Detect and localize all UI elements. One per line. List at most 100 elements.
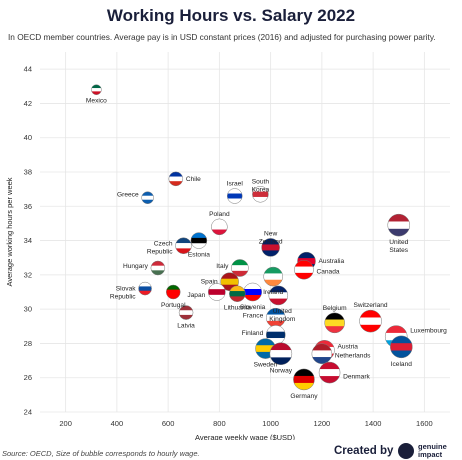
bubble-latvia <box>179 305 194 320</box>
label-poland: Poland <box>209 211 230 218</box>
x-tick-label: 1400 <box>365 419 382 428</box>
bubble-france <box>266 308 286 328</box>
bubble-sweden <box>255 338 276 359</box>
bubble-outline-mexico <box>91 84 102 95</box>
bubble-outline-estonia <box>190 232 208 249</box>
y-axis-label: Average working hours per week <box>5 177 14 286</box>
bubble-italy <box>231 259 249 277</box>
source-note: Source: OECD, Size of bubble corresponds… <box>2 449 200 458</box>
bubble-germany <box>293 368 315 390</box>
label-sweden: Sweden <box>254 362 278 369</box>
y-tick-label: 40 <box>24 133 32 142</box>
brand-name: genuine impact <box>418 442 447 459</box>
bubble-outline-netherlands <box>311 343 333 364</box>
label-france: France <box>243 313 264 320</box>
bubble-chile <box>168 171 183 186</box>
y-tick-label: 42 <box>24 99 32 108</box>
bubble-outline-switzerland <box>359 309 382 333</box>
bubble-norway <box>269 342 292 365</box>
bubble-outline-slovak-republic <box>138 281 152 296</box>
bubble-outline-new-zealand <box>261 238 280 257</box>
bubble-outline-poland <box>211 218 228 236</box>
label-canada: Canada <box>316 269 339 276</box>
label-italy: Italy <box>216 263 229 270</box>
label-mexico: Mexico <box>86 98 107 105</box>
bubble-outline-norway <box>269 342 293 365</box>
x-tick-label: 600 <box>162 419 175 428</box>
bubble-ireland <box>263 267 283 287</box>
bubble-new-zealand <box>261 238 280 257</box>
y-tick-label: 28 <box>24 339 32 348</box>
bubble-slovenia <box>243 283 262 301</box>
y-axis-ticks: 24 26 28 30 32 34 36 38 40 42 44 <box>24 65 32 417</box>
bubble-outline-italy <box>231 259 249 277</box>
bubble-estonia <box>190 232 207 249</box>
label-south-korea: South Korea <box>252 178 270 193</box>
label-austria: Austria <box>337 343 358 350</box>
bubble-lithuania <box>229 285 246 302</box>
label-lithuania: Lithuania <box>224 305 251 312</box>
y-tick-label: 24 <box>24 408 32 417</box>
label-iceland: Iceland <box>391 361 413 368</box>
bubble-united-states <box>387 214 410 237</box>
label-japan: Japan <box>187 292 205 299</box>
grid <box>40 52 450 413</box>
label-united-states: United States <box>389 239 409 254</box>
bubble-outline-czech-republic <box>175 237 192 254</box>
label-chile: Chile <box>186 176 201 183</box>
label-finland: Finland <box>242 330 264 337</box>
label-portugal: Portugal <box>161 302 186 309</box>
bubble-czech-republic <box>175 237 192 254</box>
bubble-israel <box>227 188 243 204</box>
label-ireland: Ireland <box>263 289 283 296</box>
brand-logo-icon <box>398 443 414 459</box>
bubble-outline-lithuania <box>229 285 246 302</box>
credit-text: Created by <box>334 445 394 457</box>
bubble-outline-united-kingdom <box>268 285 289 306</box>
label-latvia: Latvia <box>177 323 195 330</box>
label-spain: Spain <box>201 279 218 286</box>
bubble-outline-south-korea <box>252 186 269 203</box>
bubble-outline-canada <box>294 259 314 280</box>
bubble-mexico <box>91 84 102 95</box>
bubble-south-korea <box>252 186 269 203</box>
label-slovenia: Slovenia <box>240 304 266 311</box>
x-tick-label: 1600 <box>416 419 433 428</box>
bubble-outline-hungary <box>150 260 166 276</box>
bubble-outline-denmark <box>318 361 341 384</box>
x-tick-label: 1000 <box>262 419 279 428</box>
bubble-switzerland <box>359 310 382 333</box>
bubble-finland <box>266 325 286 345</box>
bubble-outline-united-states <box>387 213 410 237</box>
x-axis-label: Average weekly wage ($USD) <box>195 433 295 440</box>
bubble-japan <box>208 283 226 301</box>
x-axis-ticks: 200 400 600 800 1000 1200 1400 1600 <box>59 419 432 428</box>
label-belgium: Belgium <box>323 305 347 312</box>
label-united-kingdom: United Kingdom <box>269 308 296 323</box>
label-new-zealand: New Zealand <box>259 230 283 245</box>
bubble-canada <box>294 260 314 280</box>
y-tick-label: 34 <box>24 236 32 245</box>
label-germany: Germany <box>290 393 318 400</box>
bubble-outline-belgium <box>324 312 345 334</box>
chart-subtitle: In OECD member countries. Average pay is… <box>8 32 436 42</box>
bubble-outline-portugal <box>166 284 181 300</box>
bubble-slovak-republic <box>138 282 152 296</box>
bubble-outline-ireland <box>263 266 283 287</box>
x-tick-label: 1200 <box>314 419 331 428</box>
bubble-iceland <box>390 335 413 358</box>
bubble-outline-spain <box>220 272 239 291</box>
label-switzerland: Switzerland <box>354 302 388 309</box>
x-tick-label: 800 <box>213 419 226 428</box>
bubble-outline-japan <box>208 283 226 301</box>
y-tick-label: 38 <box>24 168 32 177</box>
label-denmark: Denmark <box>343 374 370 381</box>
bubble-outline-chile <box>168 171 184 187</box>
label-australia: Australia <box>319 258 345 265</box>
label-greece: Greece <box>117 192 139 199</box>
label-netherlands: Netherlands <box>335 353 371 360</box>
y-tick-label: 30 <box>24 305 32 314</box>
scatter-plot: 24 26 28 30 32 34 36 38 40 42 44 200 400 600 800 1000 1… <box>5 52 450 440</box>
bubble-poland <box>211 218 228 235</box>
bubble-greece <box>141 191 154 204</box>
